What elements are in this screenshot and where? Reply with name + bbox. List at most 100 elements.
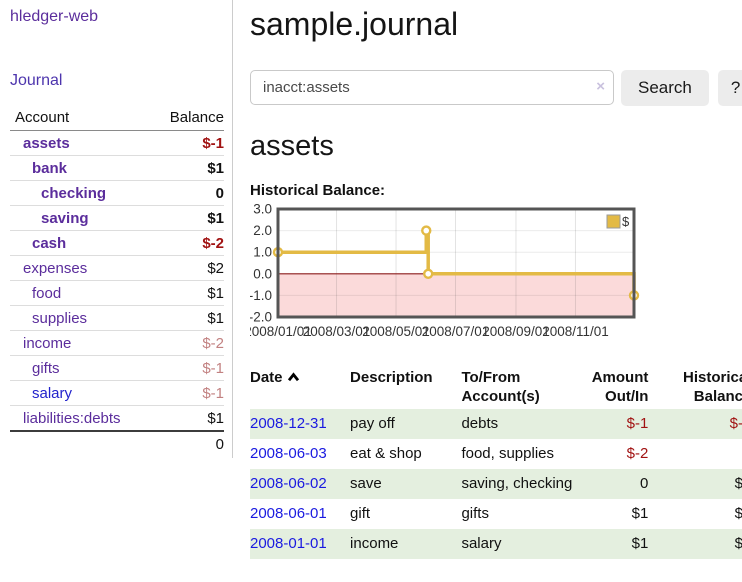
register-table: Date Description To/From Account(s) Amou…: [250, 366, 742, 559]
account-link[interactable]: salary: [32, 385, 73, 402]
register-header-date[interactable]: Date: [250, 366, 350, 409]
svg-text:-1.0: -1.0: [250, 288, 272, 303]
register-header-balance: Historical Balance: [682, 368, 742, 405]
amount-cell: $-2: [626, 444, 649, 462]
account-row: assets $-1: [10, 131, 224, 156]
sidebar-item-journal[interactable]: Journal: [10, 72, 63, 89]
svg-text:$: $: [622, 214, 630, 229]
account-row: gifts $-1: [10, 355, 224, 381]
register-header-row: Date Description To/From Account(s) Amou…: [250, 366, 742, 409]
svg-text:2.0: 2.0: [253, 223, 272, 238]
account-balance: $-2: [153, 330, 224, 356]
account-balance: $2: [153, 255, 224, 281]
account-link[interactable]: saving: [41, 210, 89, 227]
clear-search-icon[interactable]: ×: [596, 77, 605, 95]
account-balance: $1: [153, 280, 224, 306]
account-balance: $-1: [202, 135, 224, 152]
sidebar: hledger-web Journal Account Balance asse…: [0, 0, 233, 458]
page-title: sample.journal: [250, 6, 459, 42]
account-row: income $-2: [10, 330, 224, 356]
sort-ascending-icon: [287, 372, 299, 381]
accounts-cell: food, supplies: [461, 444, 555, 462]
help-button[interactable]: ?: [717, 69, 742, 106]
amount-cell: 0: [640, 474, 649, 492]
amount-cell: $-1: [626, 414, 649, 432]
account-link[interactable]: liabilities:debts: [23, 410, 121, 427]
account-link[interactable]: expenses: [23, 260, 88, 277]
date-link[interactable]: 2008-06-01: [250, 504, 327, 522]
account-balance: $1: [153, 305, 224, 331]
accounts-header-balance: Balance: [153, 107, 224, 131]
register-row: 2008-06-02 save saving, checking 0 $2: [250, 468, 742, 499]
accounts-cell: saving, checking: [461, 474, 573, 492]
date-link[interactable]: 2008-06-02: [250, 474, 327, 492]
svg-text:0.0: 0.0: [253, 266, 272, 281]
account-row: salary $-1: [10, 380, 224, 406]
main-content: sample.journal × Search ? assets Histori…: [233, 0, 742, 559]
chart-label: Historical Balance:: [250, 181, 386, 199]
date-link[interactable]: 2008-01-01: [250, 534, 327, 552]
amount-cell: $1: [631, 504, 649, 522]
account-link[interactable]: checking: [41, 185, 107, 202]
register-row: 2008-01-01 income salary $1 $1: [250, 528, 742, 559]
account-link[interactable]: assets: [23, 135, 70, 152]
register-header-accounts: To/From Account(s): [461, 368, 540, 405]
svg-text:2008/11/01: 2008/11/01: [542, 324, 609, 339]
search-input[interactable]: [250, 69, 614, 105]
balance-chart-svg: $3.0 2.0 1.0 0.0 -1.0 -2.02008/01/012008/03/0…: [250, 201, 640, 339]
account-row: expenses $2: [10, 255, 224, 281]
brand-link[interactable]: hledger-web: [10, 8, 99, 25]
date-link[interactable]: 2008-12-31: [250, 414, 327, 432]
account-link[interactable]: cash: [32, 235, 67, 252]
description-cell: income: [350, 534, 399, 552]
account-balance: $1: [153, 205, 224, 231]
account-row: cash $-2: [10, 230, 224, 256]
balance-cell: $1: [734, 534, 742, 552]
balance-cell: $2: [734, 474, 742, 492]
accounts-cell: gifts: [461, 504, 489, 522]
register-row: 2008-12-31 pay off debts $-1 $-1: [250, 408, 742, 439]
account-balance: $1: [153, 405, 224, 431]
account-balance: $-1: [153, 355, 224, 381]
balance-cell: 0: [656, 439, 742, 469]
account-link[interactable]: bank: [32, 160, 68, 177]
account-row: saving $1: [10, 205, 224, 231]
description-cell: gift: [350, 504, 371, 522]
account-link[interactable]: supplies: [32, 310, 88, 327]
account-link[interactable]: gifts: [32, 360, 60, 377]
account-row: liabilities:debts $1: [10, 405, 224, 431]
balance-chart: $3.0 2.0 1.0 0.0 -1.0 -2.0 2008/01/01 2008/03/0…: [250, 199, 742, 347]
svg-text:2008/01/01: 2008/01/01: [250, 324, 312, 339]
register-row: 2008-06-01 gift gifts $1 $2: [250, 499, 742, 529]
search-form: × Search ?: [250, 69, 742, 106]
search-button[interactable]: Search: [621, 69, 709, 106]
accounts-total-value: 0: [153, 430, 224, 456]
accounts-header-row: Account Balance: [10, 107, 224, 131]
amount-cell: $1: [631, 534, 649, 552]
account-row: food $1: [10, 280, 224, 306]
account-balance: $1: [153, 155, 224, 181]
description-cell: save: [350, 474, 382, 492]
svg-text:2008/09/01: 2008/09/01: [482, 324, 550, 339]
register-header-amount: Amount Out/In: [591, 368, 649, 405]
app: hledger-web Journal Account Balance asse…: [0, 0, 742, 559]
description-cell: eat & shop: [350, 444, 422, 462]
svg-text:-2.0: -2.0: [250, 309, 272, 324]
accounts-header-account: Account: [10, 107, 154, 131]
date-link[interactable]: 2008-06-03: [250, 444, 327, 462]
account-balance: 0: [153, 180, 224, 206]
accounts-cell: salary: [461, 534, 502, 552]
svg-text:2008/03/01: 2008/03/01: [303, 324, 371, 339]
accounts-table: Account Balance assets $-1 bank $1 checking 0…: [10, 107, 224, 456]
register-row: 2008-06-03 eat & shop food, supplies $-2 0: [250, 439, 742, 469]
description-cell: pay off: [350, 414, 395, 432]
balance-cell: $2: [734, 504, 742, 522]
account-link[interactable]: income: [23, 335, 72, 352]
account-link[interactable]: food: [32, 285, 62, 302]
accounts-total-row: 0: [10, 430, 224, 456]
svg-text:1.0: 1.0: [253, 244, 272, 259]
account-title: assets: [250, 129, 334, 162]
svg-text:3.0: 3.0: [253, 201, 272, 216]
account-balance: $-1: [153, 380, 224, 406]
svg-text:2008/05/01: 2008/05/01: [362, 324, 430, 339]
